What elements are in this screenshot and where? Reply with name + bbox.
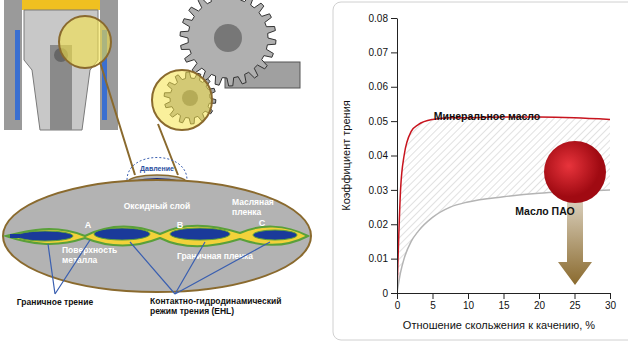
tick-mark [391, 259, 397, 260]
label-line: Контактно-гидродинамический [150, 296, 281, 306]
label-line: Масляная [232, 197, 274, 207]
tick: 0 [395, 293, 401, 311]
label: Оксидный слой [124, 201, 191, 211]
tick-mark [391, 52, 397, 53]
page: Давление Оксидный слой Маслянаяпленка A B C По… [0, 0, 628, 344]
tick-mark [539, 293, 540, 299]
x-axis: 0 5 10 15 20 25 30 [395, 293, 617, 311]
zoom [3, 180, 311, 292]
connector [100, 62, 178, 175]
tick-label: 0.01 [369, 253, 389, 264]
tick-mark [391, 121, 397, 122]
label-line: режим трения (EHL) [150, 306, 234, 316]
combustion [22, 0, 100, 10]
label: Давление [140, 165, 174, 173]
tick: 0.05 [369, 116, 397, 127]
tick: 0.02 [369, 219, 397, 230]
tick-label: 0.08 [369, 13, 389, 24]
axis-line [397, 19, 398, 294]
tick: 0.08 [369, 13, 397, 24]
label: Поверхностьметалла [62, 245, 117, 265]
tick: 25 [569, 293, 581, 311]
oil-film [253, 230, 297, 240]
tick-label: 0 [382, 288, 388, 299]
tick-mark [433, 293, 434, 299]
oil-film [94, 228, 150, 240]
tick-label: 25 [569, 300, 581, 311]
tick: 30 [605, 293, 617, 311]
tick: 0.03 [369, 185, 397, 196]
series-label: Масло ПАО [515, 205, 575, 217]
tick-mark [391, 156, 397, 157]
tick-label: 0.03 [369, 185, 389, 196]
tick: 20 [534, 293, 546, 311]
oil-film [17, 231, 73, 241]
boundary-film [6, 226, 308, 247]
tick-label: 15 [498, 300, 510, 311]
highlight [59, 16, 111, 68]
pointer [48, 240, 270, 294]
tick-mark [468, 293, 469, 299]
tick-mark [575, 293, 576, 299]
x-axis-title: Отношение скольжения к качению, % [403, 319, 596, 331]
label-line: Поверхность [62, 245, 117, 255]
tick: 10 [463, 293, 475, 311]
label: Граничное трение [17, 297, 94, 307]
cylinder-wall [4, 0, 22, 130]
hatch-area [397, 117, 610, 293]
tick-label: 10 [463, 300, 475, 311]
tick-label: 0 [395, 300, 401, 311]
tick-label: 30 [605, 300, 617, 311]
series-label: Минеральное масло [434, 110, 541, 122]
tick: 0.07 [369, 47, 397, 58]
oil-film [10, 234, 20, 238]
tick: 0.06 [369, 81, 397, 92]
tick-label: 20 [534, 300, 546, 311]
highlight [152, 70, 212, 130]
diagram: Давление Оксидный слой Маслянаяпленка A B C По… [3, 0, 311, 316]
tick-mark [504, 293, 505, 299]
gear-hub [214, 24, 242, 52]
tick-label: 0.06 [369, 81, 389, 92]
tick-label: 0.07 [369, 47, 389, 58]
tick-mark [610, 293, 611, 299]
tick-label: 0.05 [369, 116, 389, 127]
canvas: Давление Оксидный слой Маслянаяпленка A B C По… [0, 0, 628, 344]
tick-mark [391, 224, 397, 225]
tick-mark [391, 87, 397, 88]
tick: 15 [498, 293, 510, 311]
y-axis-title: Коэффициент трения [340, 100, 352, 211]
oil-stripe [15, 30, 20, 120]
tick-label: 0.02 [369, 219, 389, 230]
tick-label: 0.04 [369, 150, 389, 161]
y-axis: 0 0.01 0.02 0.03 0.04 0.05 0.06 0.07 0.08 [369, 13, 398, 299]
plot-area [397, 117, 610, 293]
tick-mark [391, 18, 397, 19]
label: Маслянаяпленка [232, 197, 274, 217]
panel [333, 2, 628, 340]
tick: 5 [430, 293, 436, 311]
tick-mark [397, 293, 398, 299]
tick: 0.04 [369, 150, 397, 161]
ball [544, 141, 606, 203]
tick: 0.01 [369, 253, 397, 264]
label: C [259, 218, 266, 228]
series-line [397, 117, 610, 293]
tick-mark [391, 293, 397, 294]
label: Контактно-гидродинамическийрежим трения … [150, 296, 281, 316]
label-line: пленка [232, 207, 262, 217]
tick-label: 5 [430, 300, 436, 311]
label: B [177, 220, 184, 230]
tick-mark [391, 190, 397, 191]
label: A [85, 220, 92, 230]
tick: 0 [382, 288, 397, 299]
label: Граничная пленка [177, 251, 253, 261]
